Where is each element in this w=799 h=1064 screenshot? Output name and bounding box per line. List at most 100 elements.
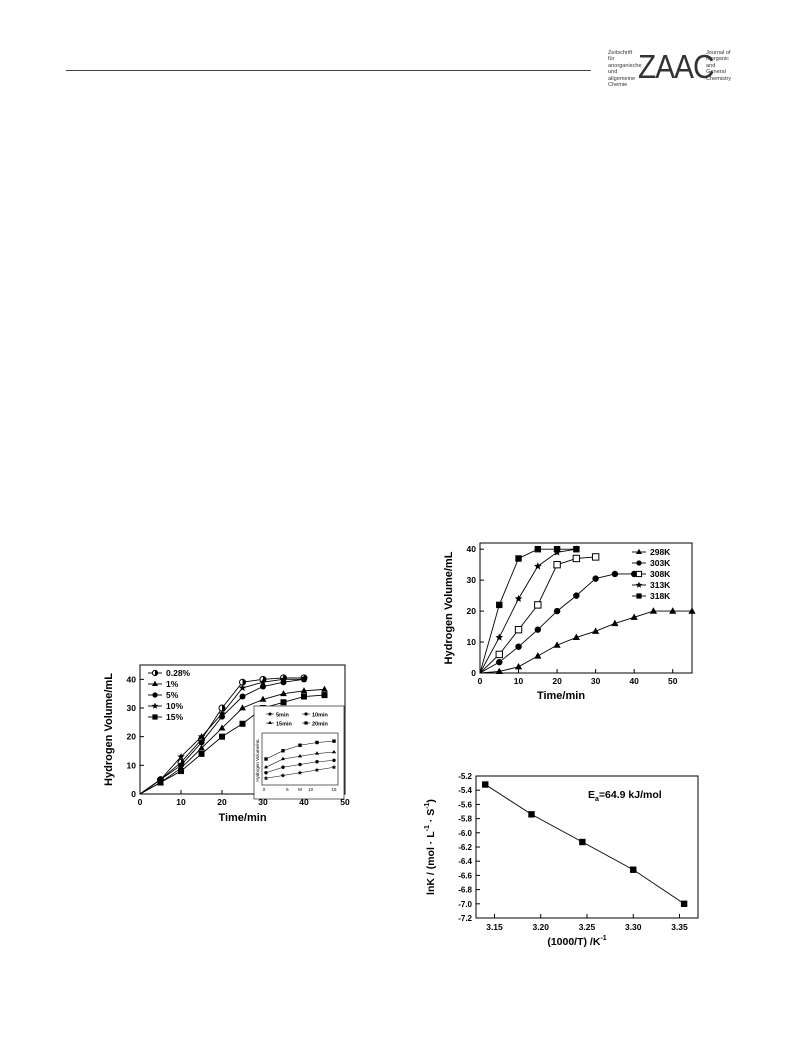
data-point [280,699,287,706]
data-point [177,752,185,760]
data-point [239,704,246,711]
x-tick-label: 50 [668,676,678,686]
data-point [321,692,328,699]
inset-point [263,775,269,781]
inset-point [298,743,302,747]
data-point [688,607,696,614]
data-point [534,626,542,633]
data-point [198,750,205,757]
inset-point [332,739,336,743]
y-tick-label: -6.0 [458,829,472,838]
y-tick-label: 10 [467,637,477,647]
series-line [479,548,577,674]
legend-marker [635,581,643,588]
inset-point [280,756,286,761]
data-point [630,866,637,873]
x-tick-label: 3.30 [625,922,642,932]
legend-marker [152,714,158,720]
x-tick-label: 20 [217,797,227,807]
y-axis-label: Hydrogen Volume/mL [103,673,115,786]
y-tick-label: 40 [127,674,137,684]
legend-marker [151,669,159,677]
data-point [321,685,328,692]
data-point [553,545,561,553]
data-point [197,732,206,740]
legend-label: 313K [650,580,671,590]
y-tick-label: -6.6 [458,871,472,880]
inset-series-15min [263,749,337,769]
data-point [534,601,542,609]
inset-point [281,749,285,753]
inset-y-axis-label: Hydrogen Volume/mL [255,738,260,782]
plot-frame [139,664,346,795]
series-15% [139,692,328,795]
inset-series-10min [264,758,336,775]
legend-label: 15% [166,712,183,722]
data-point [496,601,503,609]
y-tick-label: -6.2 [458,843,472,852]
legend-marker [152,692,158,698]
y-tick-label: -5.8 [458,815,472,824]
logo-left-text: Zeitschrift für anorganische und allgeme… [608,50,642,89]
data-point [178,768,184,775]
data-point-fill [222,705,225,711]
legend-label: 10% [166,701,183,711]
inset-frame [261,732,339,786]
series-303K [479,570,638,674]
data-point [534,652,542,659]
data-point [259,678,267,686]
legend-marker [636,560,642,566]
legend-label: 318K [650,591,671,601]
data-point [198,744,205,751]
data-point [515,555,522,562]
legend-label: 1% [166,679,179,689]
data-point [630,613,638,620]
x-tick-label: 3.35 [671,922,688,932]
inset-point [331,764,337,770]
data-point [649,607,658,614]
data-point [198,739,205,746]
x-tick-label: 3.20 [532,922,549,932]
inset-legend-label: 10min [312,713,329,719]
x-tick-label: 40 [629,676,639,686]
x-axis-label: (1000/T) /K-1 [547,935,606,948]
x-axis-label: Time/min [218,812,266,824]
y-tick-label: -7.0 [458,900,472,909]
data-point [300,687,308,694]
inset-legend-marker [304,721,308,725]
x-tick-label: 0 [138,797,143,807]
data-point [482,781,489,788]
y-axis-label: lnK / (mol · L-1 · S-1) [424,799,437,895]
y-tick-label: 30 [127,703,137,713]
data-point [534,562,542,570]
y-tick-label: -6.4 [458,857,472,866]
inset-point [315,760,319,764]
inset-x-tick-label: 10 [308,787,314,792]
inset-point [297,753,303,758]
data-point [239,720,246,727]
data-point [178,762,184,769]
data-point [218,709,226,717]
data-point [301,693,307,700]
y-tick-label: 20 [127,732,137,742]
x-tick-label: 30 [258,797,268,807]
activation-energy-label: Ea=64.9 kJ/mol [588,789,662,803]
inset-point [314,767,320,773]
logo-right-text: Journal of Inorganic and General Chemist… [706,50,732,82]
x-tick-label: 40 [299,797,309,807]
data-point [572,633,580,641]
x-tick-label: 50 [340,797,350,807]
series-298K [479,607,696,675]
series-line [479,573,635,674]
y-tick-label: 0 [471,668,476,678]
data-point [157,779,164,786]
inset-legend-label: 15min [276,722,293,728]
data-point [592,627,600,634]
x-tick-label: 3.25 [579,922,596,932]
x-tick-label: 3.15 [486,922,503,932]
data-point [669,607,677,614]
data-point [572,554,581,563]
x-tick-label: 20 [552,676,562,686]
data-point [300,675,308,683]
x-tick-label: 0 [478,676,483,686]
